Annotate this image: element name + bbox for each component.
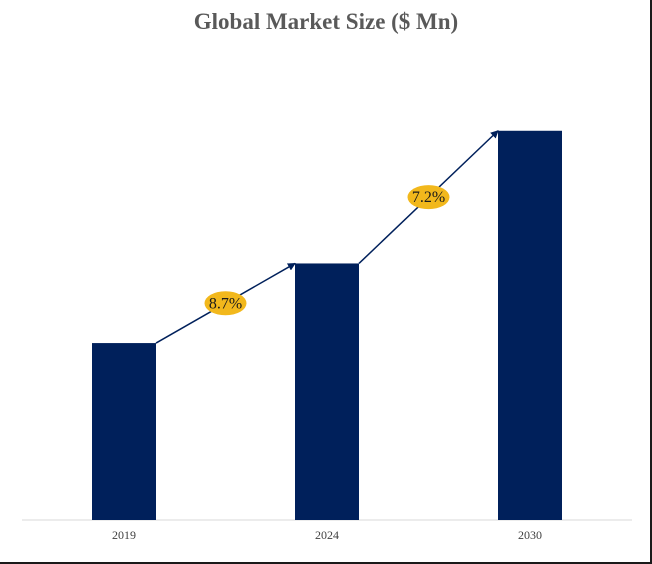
bar-2024 bbox=[295, 263, 359, 520]
bar-2030 bbox=[498, 130, 562, 520]
cagr-badge-2 bbox=[407, 185, 450, 210]
cagr-badge-1 bbox=[204, 291, 247, 316]
chart-title: Global Market Size ($ Mn) bbox=[193, 9, 459, 34]
x-tick-label-2024: 2024 bbox=[315, 528, 339, 542]
bar-2019 bbox=[92, 343, 156, 520]
cagr-label-2: 7.2% bbox=[412, 189, 445, 206]
cagr-label-1: 8.7% bbox=[209, 295, 242, 312]
x-tick-label-2019: 2019 bbox=[112, 528, 136, 542]
x-tick-label-2030: 2030 bbox=[518, 528, 542, 542]
